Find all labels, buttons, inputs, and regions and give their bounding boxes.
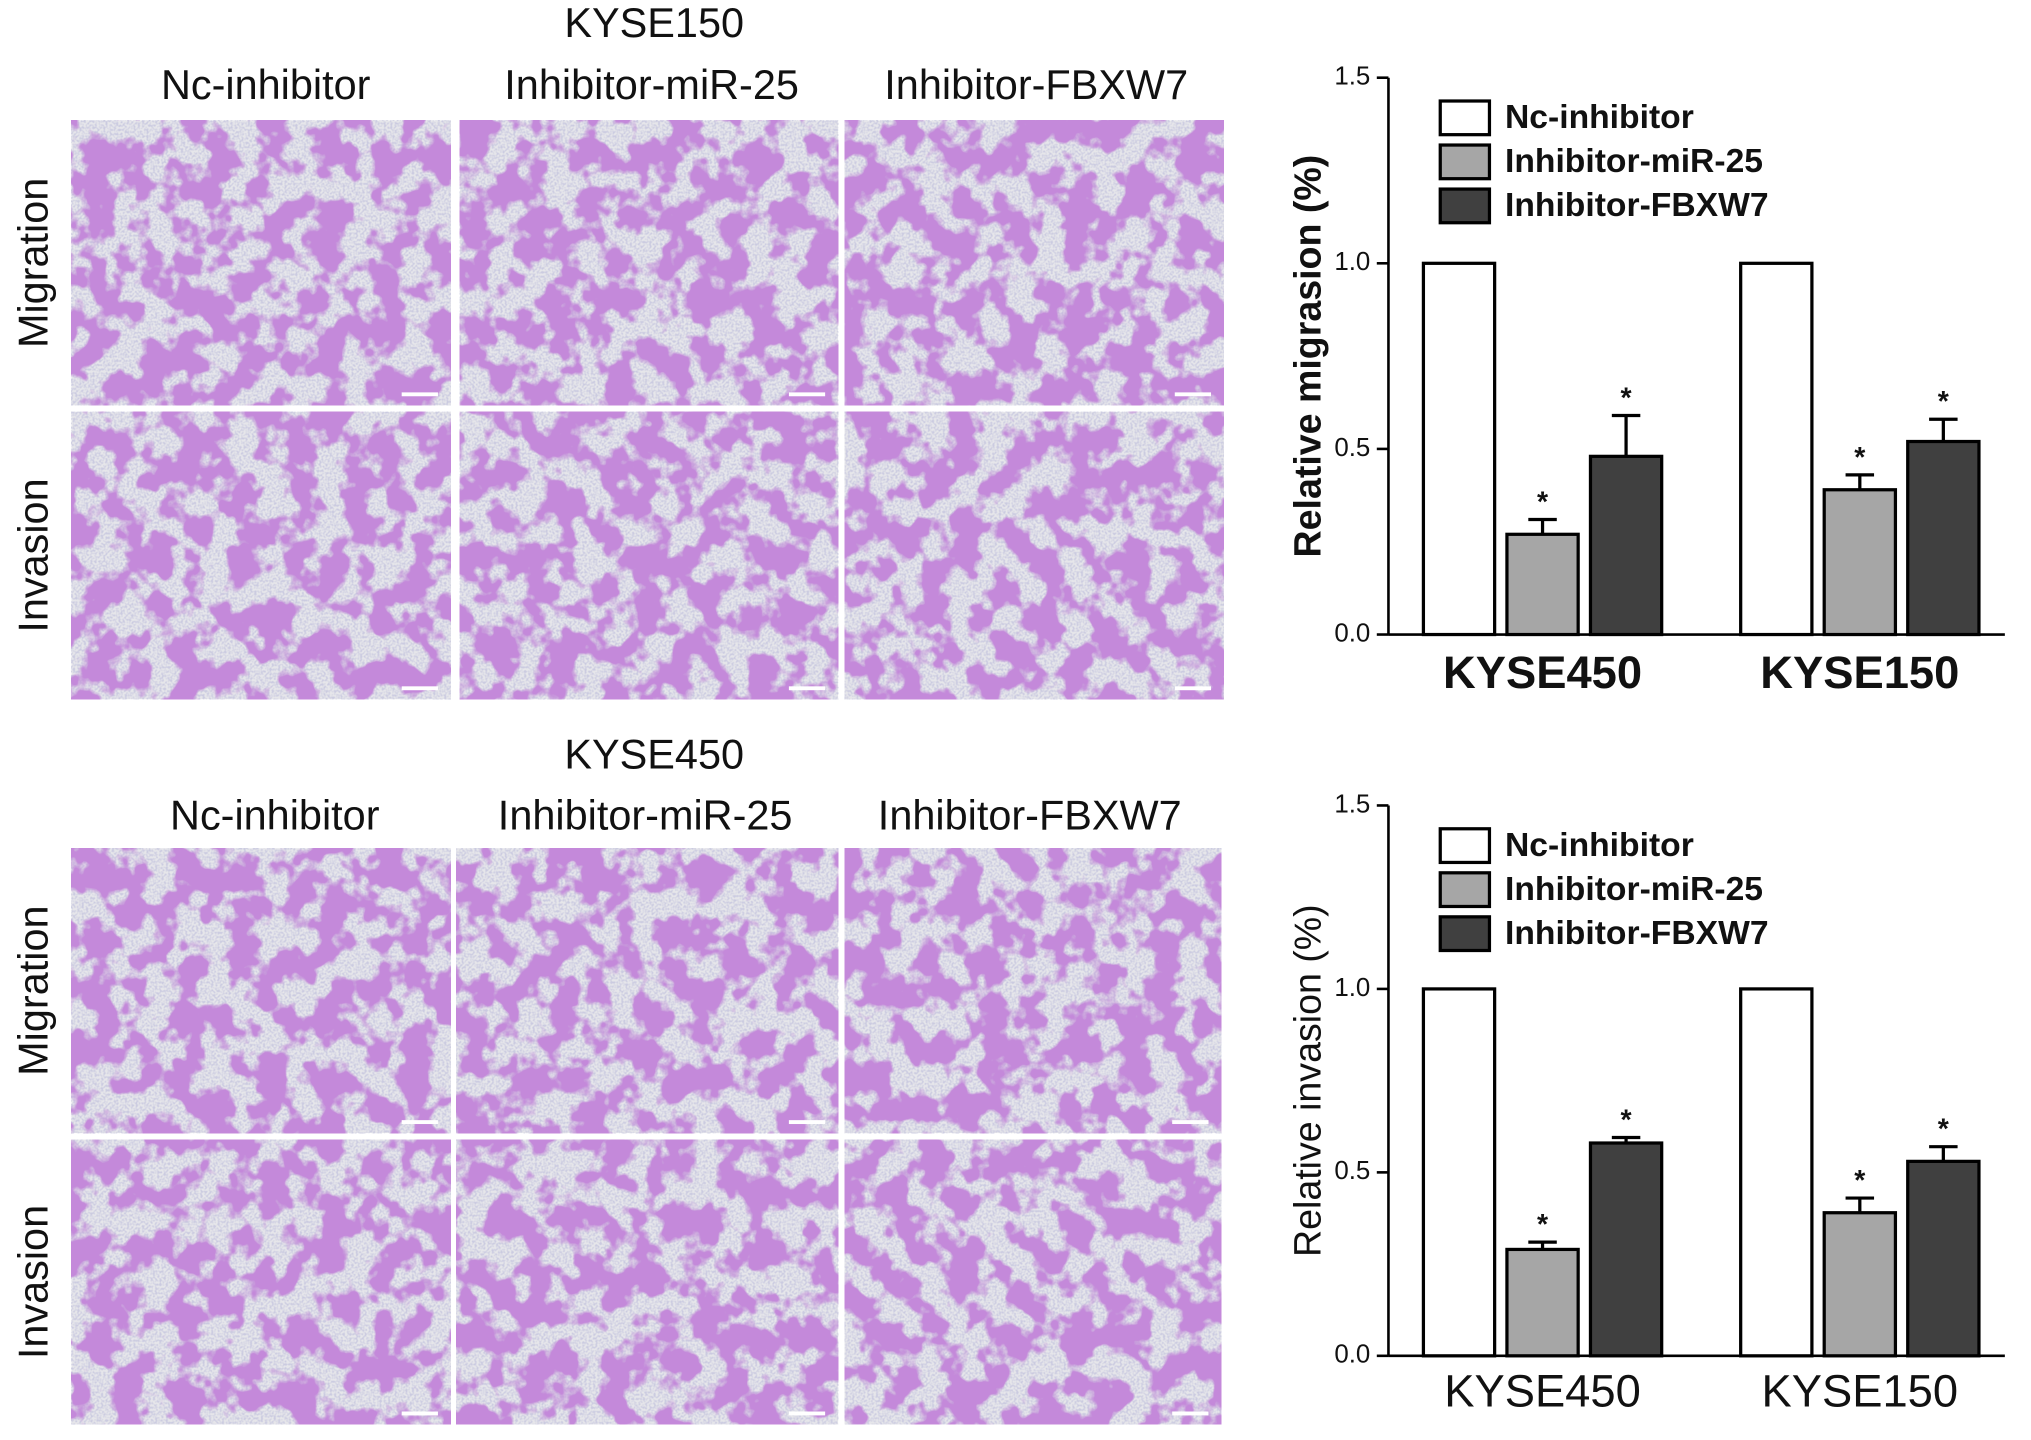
significance-marker: *: [1621, 382, 1633, 414]
legend-label: Inhibitor-FBXW7: [1505, 187, 1769, 224]
micrograph: [459, 411, 839, 700]
row-label: Invasion: [9, 478, 56, 632]
scale-bar: [788, 392, 826, 397]
significance-marker: *: [1537, 486, 1549, 518]
column-label: Inhibitor-miR-25: [498, 791, 793, 838]
bar: [1588, 454, 1664, 637]
legend-label: Nc-inhibitor: [1505, 827, 1694, 864]
error-bar: [1611, 1135, 1641, 1144]
bar: [1822, 488, 1898, 637]
row-label: Migration: [9, 178, 56, 348]
significance-marker: *: [1621, 1104, 1633, 1136]
column-label: Nc-inhibitor: [161, 61, 371, 108]
error-bar: [1845, 473, 1875, 490]
scale-bar: [788, 1120, 826, 1125]
error-bar: [1528, 517, 1557, 535]
legend-label: Inhibitor-miR-25: [1505, 871, 1763, 908]
y-tick-label: 1.5: [1334, 63, 1370, 91]
y-axis-label: Relative migrasion (%): [1287, 155, 1329, 558]
significance-marker: *: [1854, 442, 1866, 474]
micrograph: [71, 848, 451, 1134]
legend-swatch: [1438, 827, 1492, 865]
legend-label: Inhibitor-FBXW7: [1505, 915, 1769, 952]
scale-bar: [1174, 392, 1212, 397]
scale-bar: [401, 1411, 438, 1416]
micrograph: [844, 411, 1224, 700]
micrograph: [844, 848, 1222, 1134]
micrograph: [71, 120, 451, 406]
scale-bar: [401, 392, 438, 397]
bar: [1739, 261, 1814, 637]
scale-bar: [401, 686, 438, 691]
scale-bar: [1172, 1120, 1209, 1125]
scale-bar: [1172, 1411, 1209, 1416]
row-label: Migration: [9, 905, 56, 1075]
x-tick-label: KYSE450: [1444, 1366, 1641, 1417]
micrograph: [844, 120, 1224, 406]
x-tick-label: KYSE450: [1443, 647, 1642, 698]
error-bar: [1528, 1240, 1557, 1250]
significance-marker: *: [1938, 386, 1950, 418]
column-label: Inhibitor-miR-25: [504, 61, 799, 108]
micrograph: [844, 1139, 1222, 1425]
legend-label: Inhibitor-miR-25: [1505, 143, 1763, 180]
scale-bar: [788, 686, 826, 691]
micrograph: [71, 1139, 451, 1425]
column-label: Inhibitor-FBXW7: [878, 791, 1182, 838]
y-tick-label: 0.0: [1334, 619, 1370, 647]
legend-swatch: [1438, 99, 1492, 137]
row-label: Invasion: [9, 1205, 56, 1359]
column-label: Inhibitor-FBXW7: [884, 61, 1188, 108]
bar: [1421, 261, 1497, 637]
error-bar: [1929, 417, 1958, 442]
legend-swatch: [1438, 143, 1492, 181]
panel-title: KYSE150: [564, 0, 744, 46]
legend-swatch: [1438, 915, 1492, 953]
y-tick-label: 1.0: [1334, 248, 1370, 276]
x-tick-label: KYSE150: [1760, 647, 1959, 698]
micrograph: [456, 1139, 839, 1425]
x-tick-label: KYSE150: [1762, 1366, 1959, 1417]
scale-bar: [1174, 686, 1212, 691]
bar: [1906, 439, 1981, 637]
column-label: Nc-inhibitor: [170, 791, 380, 838]
panel-title: KYSE450: [564, 730, 744, 777]
bar: [1505, 532, 1580, 637]
bar: [1421, 987, 1497, 1358]
scale-bar: [401, 1120, 438, 1125]
bar: [1822, 1211, 1898, 1358]
micrograph: [456, 848, 839, 1134]
error-bar: [1845, 1196, 1875, 1213]
y-tick-label: 0.0: [1334, 1341, 1370, 1369]
y-tick-label: 1.5: [1334, 790, 1370, 818]
bar: [1739, 987, 1814, 1358]
legend-swatch: [1438, 871, 1492, 909]
error-bar: [1929, 1145, 1958, 1162]
bar: [1505, 1247, 1580, 1358]
scale-bar: [788, 1411, 826, 1416]
y-axis-label: Relative invasion (%): [1287, 904, 1329, 1257]
significance-marker: *: [1854, 1165, 1866, 1197]
micrograph: [459, 120, 839, 406]
significance-marker: *: [1537, 1209, 1549, 1241]
y-tick-label: 0.5: [1334, 434, 1370, 462]
bar: [1588, 1141, 1664, 1358]
bar: [1906, 1159, 1981, 1358]
y-tick-label: 1.0: [1334, 974, 1370, 1002]
significance-marker: *: [1938, 1114, 1950, 1146]
y-tick-label: 0.5: [1334, 1157, 1370, 1185]
micrograph: [71, 411, 451, 700]
legend-label: Nc-inhibitor: [1505, 99, 1694, 136]
error-bar: [1611, 413, 1641, 457]
legend-swatch: [1438, 187, 1492, 225]
